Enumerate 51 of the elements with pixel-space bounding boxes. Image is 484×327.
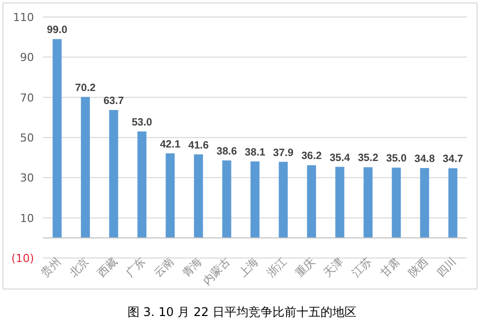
x-tick-label: 云南 <box>152 254 176 280</box>
x-tick-label: 江苏 <box>349 254 374 280</box>
data-label: 38.1 <box>244 146 266 158</box>
data-label: 35.2 <box>358 152 378 164</box>
data-label: 38.6 <box>216 145 238 158</box>
x-tick-label: 陕西 <box>406 254 431 280</box>
data-label: 37.9 <box>273 146 294 159</box>
bar <box>166 153 175 238</box>
data-label: 35.4 <box>330 152 350 164</box>
bar <box>222 160 232 238</box>
data-label: 35.0 <box>386 152 407 165</box>
x-tick-label: 北京 <box>66 254 92 280</box>
y-tick-label: 90 <box>20 51 34 64</box>
bar <box>420 168 430 238</box>
data-label: 63.7 <box>103 94 124 107</box>
bar <box>194 154 203 238</box>
data-label: 70.2 <box>75 82 96 94</box>
bar <box>392 168 401 238</box>
bar <box>307 165 316 238</box>
data-label: 42.1 <box>160 138 181 150</box>
x-tick-label: 甘肃 <box>378 254 402 280</box>
data-label: 34.7 <box>442 153 464 166</box>
data-label: 99.0 <box>46 24 68 36</box>
y-tick-label: 10 <box>20 212 34 225</box>
x-tick-label: 上海 <box>236 254 262 280</box>
bar <box>80 96 90 238</box>
text: 图 3. 10 月 22 日平均竞争比前十五的地区 <box>127 305 357 319</box>
bar <box>109 110 118 238</box>
y-tick-label: 110 <box>13 11 34 24</box>
data-label: 34.8 <box>414 153 435 166</box>
y-tick-label: 70 <box>20 91 34 104</box>
data-label: 41.6 <box>188 139 209 152</box>
x-tick-label: 重庆 <box>292 254 318 280</box>
bar <box>250 161 260 238</box>
x-tick-label: 天津 <box>321 254 346 280</box>
bar <box>448 168 458 238</box>
bar <box>335 166 344 238</box>
bar <box>364 167 373 238</box>
x-tick-label: 浙江 <box>264 254 290 280</box>
x-tick-label: 贵州 <box>38 254 64 280</box>
x-tick-label: 西藏 <box>95 254 120 280</box>
x-tick-label: 广东 <box>123 254 148 280</box>
x-tick-label: 四川 <box>434 254 459 280</box>
y-tick-label: 30 <box>20 172 34 185</box>
bar <box>278 162 288 238</box>
data-label: 36.2 <box>301 150 322 162</box>
bar <box>137 131 146 238</box>
bar <box>52 39 62 238</box>
y-tick-label: 50 <box>20 132 34 144</box>
y-tick-label: (10) <box>11 252 34 265</box>
data-label: 53.0 <box>132 116 152 128</box>
